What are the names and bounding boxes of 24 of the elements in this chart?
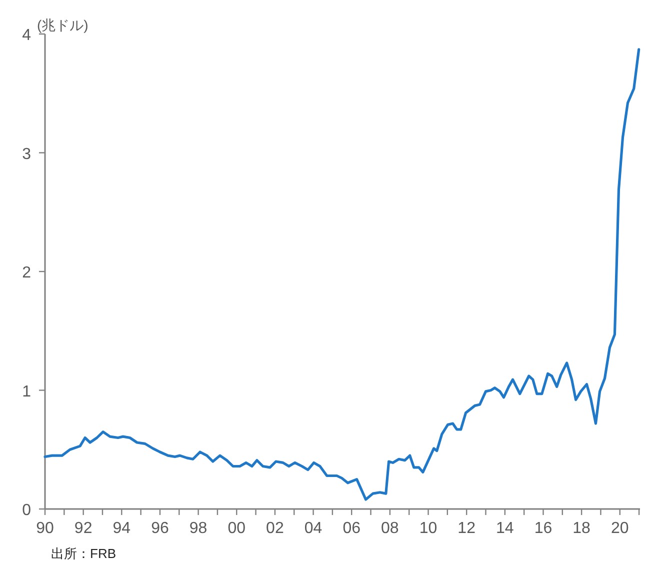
x-tick-label: 94 [112, 520, 131, 537]
x-tick-label: 10 [419, 520, 438, 537]
x-tick-label: 98 [189, 520, 208, 537]
x-tick-label: 12 [458, 520, 476, 537]
x-tick-label: 18 [572, 520, 591, 537]
line-series [44, 48, 640, 501]
x-tick-label: 06 [342, 520, 361, 537]
y-tick-label: 2 [22, 264, 32, 282]
x-tick-label: 08 [381, 520, 399, 537]
y-axis-title: (兆ドル) [37, 17, 88, 33]
y-tick-label: 0 [22, 502, 32, 519]
text: 出所：FRB [51, 546, 116, 561]
x-tick-label: 02 [266, 520, 284, 537]
x-tick-label: 90 [36, 520, 54, 537]
y-tick-label: 4 [22, 27, 32, 44]
y-tick-label: 3 [22, 146, 32, 163]
x-tick-label: 00 [228, 520, 246, 537]
y-tick-label: 1 [22, 383, 32, 400]
x-tick-label: 92 [74, 520, 92, 537]
x-tick-label: 96 [151, 520, 169, 537]
x-tick-label: 14 [496, 520, 514, 537]
x-tick-label: 16 [534, 520, 552, 537]
x-tick-label: 20 [610, 520, 629, 537]
x-tick-label: 04 [304, 520, 322, 537]
